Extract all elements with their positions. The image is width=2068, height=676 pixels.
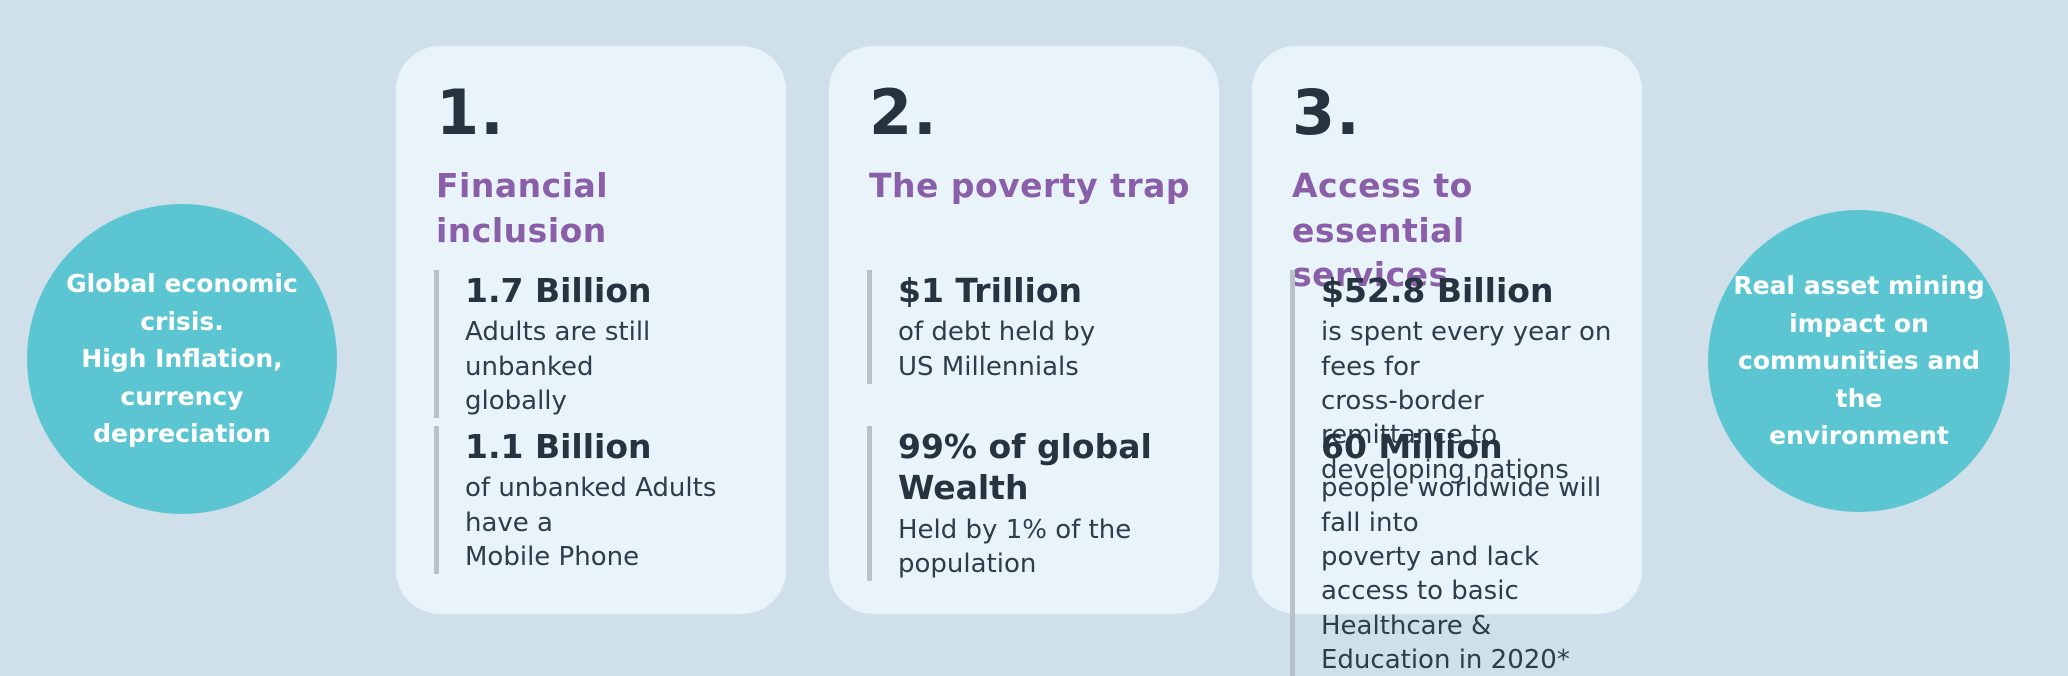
card-title-poverty-trap: The poverty trap xyxy=(869,166,1191,205)
card-title-financial-inclusion: Financial inclusion xyxy=(436,166,609,250)
stat-value: 1.1 Billion xyxy=(465,427,652,466)
right-bubble-text: Real asset mining impact on communities … xyxy=(1733,271,1985,451)
stat-value: $1 Trillion xyxy=(898,271,1082,310)
card-access-essential-services: 3. Access to essential services $52.8 Bi… xyxy=(1252,46,1642,676)
stat-description: of debt held by US Millennials xyxy=(898,317,1096,382)
stat-description: Adults are still unbanked globally xyxy=(465,317,651,416)
stat-description: of unbanked Adults have a Mobile Phone xyxy=(465,473,717,572)
card-title-essential-services: Access to essential services xyxy=(1292,166,1473,295)
stat-value: $52.8 Billion xyxy=(1321,271,1554,310)
right-context-bubble: Real asset mining impact on communities … xyxy=(1708,210,2010,512)
card-number-3: 3. xyxy=(1292,76,1361,149)
stat-description: people worldwide will fall into poverty … xyxy=(1321,473,1602,675)
stat-block-millennial-debt: $1 Trillion of debt held by US Millennia… xyxy=(867,270,1197,384)
stat-description: is spent every year on fees for cross-bo… xyxy=(1321,317,1612,485)
stat-value: 60 Million xyxy=(1321,427,1503,466)
card-number-1: 1. xyxy=(436,76,505,149)
card-poverty-trap: 2. The poverty trap $1 Trillion of debt … xyxy=(829,46,1219,614)
left-context-bubble: Global economic crisis. High Inflation, … xyxy=(27,204,337,514)
card-financial-inclusion: 1. Financial inclusion 1.7 Billion Adult… xyxy=(396,46,786,614)
stat-block-remittance-fees: $52.8 Billion is spent every year on fee… xyxy=(1290,270,1620,487)
stat-value: 1.7 Billion xyxy=(465,271,652,310)
stat-block-poverty-2020: 60 Million people worldwide will fall in… xyxy=(1290,426,1620,676)
stat-description: Held by 1% of the population xyxy=(898,514,1132,579)
left-bubble-text: Global economic crisis. High Inflation, … xyxy=(66,269,298,449)
stat-block-global-wealth: 99% of global Wealth Held by 1% of the p… xyxy=(867,426,1197,582)
stat-block-mobile-phone: 1.1 Billion of unbanked Adults have a Mo… xyxy=(434,426,764,575)
stat-block-unbanked-adults: 1.7 Billion Adults are still unbanked gl… xyxy=(434,270,764,419)
stat-value: 99% of global Wealth xyxy=(898,427,1152,508)
card-number-2: 2. xyxy=(869,76,938,149)
